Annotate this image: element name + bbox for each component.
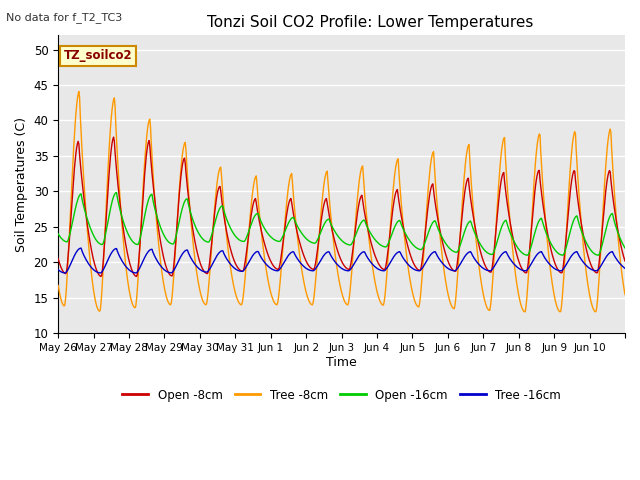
Title: Tonzi Soil CO2 Profile: Lower Temperatures: Tonzi Soil CO2 Profile: Lower Temperatur…: [207, 15, 533, 30]
X-axis label: Time: Time: [326, 356, 357, 369]
Text: No data for f_T2_TC3: No data for f_T2_TC3: [6, 12, 123, 23]
Y-axis label: Soil Temperatures (C): Soil Temperatures (C): [15, 117, 28, 252]
Legend: Open -8cm, Tree -8cm, Open -16cm, Tree -16cm: Open -8cm, Tree -8cm, Open -16cm, Tree -…: [118, 384, 566, 406]
Text: TZ_soilco2: TZ_soilco2: [64, 49, 132, 62]
